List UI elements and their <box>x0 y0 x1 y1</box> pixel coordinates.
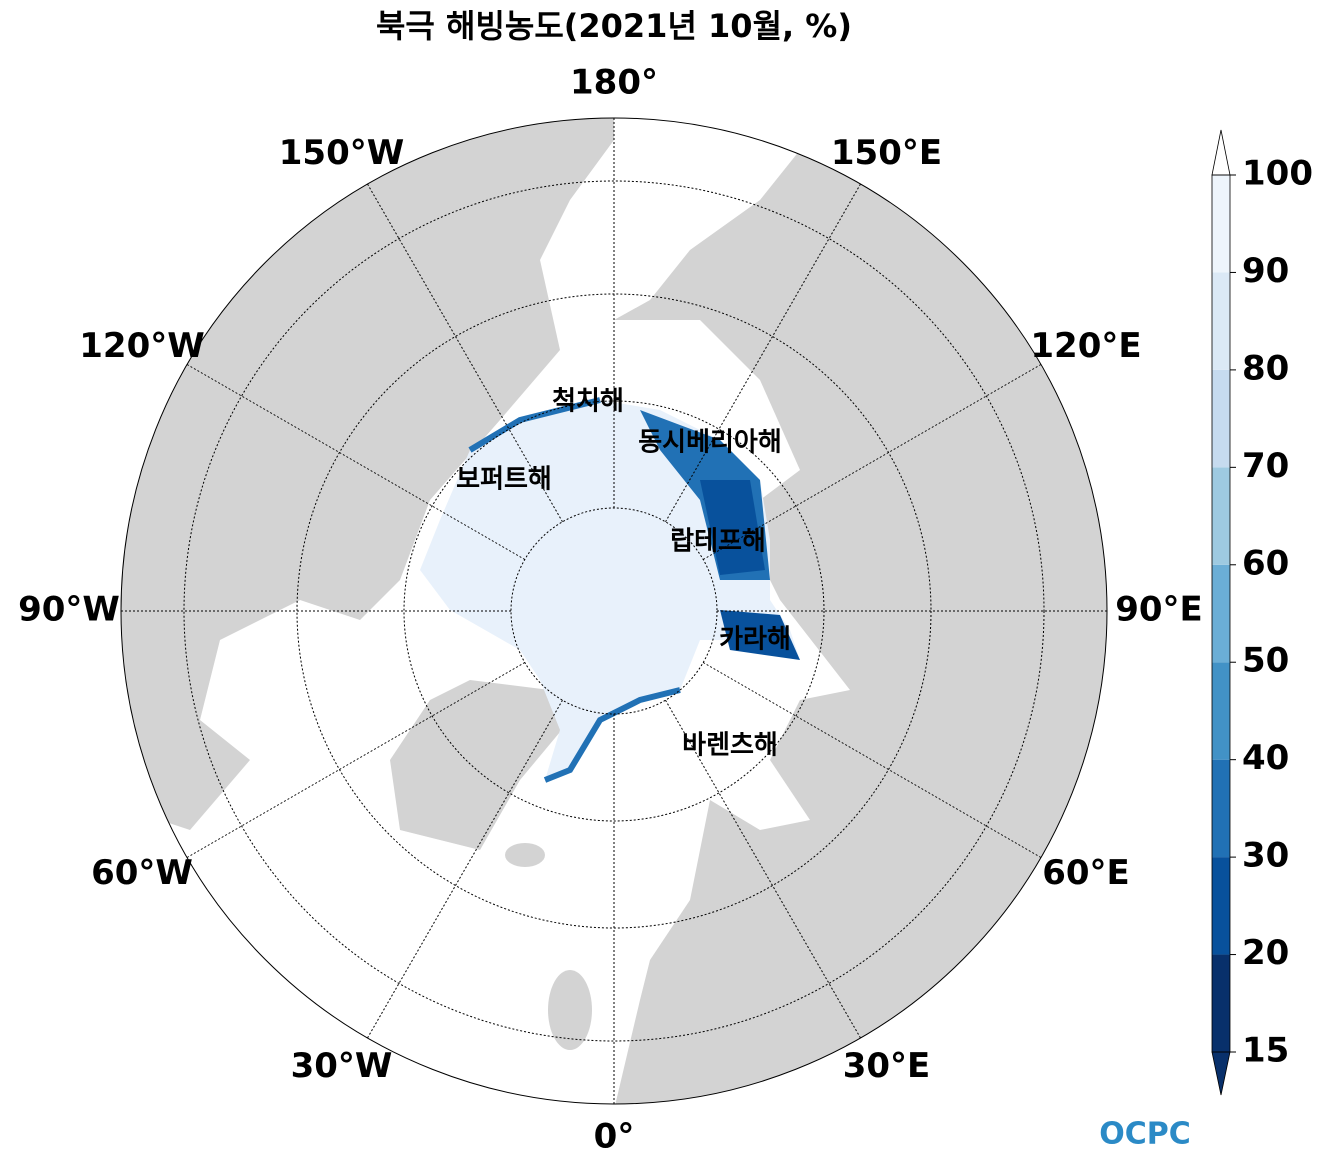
meridian <box>367 699 563 1039</box>
colorbar-segment <box>1212 857 1230 955</box>
sea-label: 랍테프해 <box>670 527 766 557</box>
meridian <box>367 183 563 523</box>
longitude-label: 30°W <box>291 1046 393 1086</box>
longitude-label: 90°W <box>18 590 120 630</box>
longitude-label: 90°E <box>1115 590 1203 630</box>
graticule <box>121 118 1107 1104</box>
colorbar-tick-label: 15 <box>1242 1031 1289 1071</box>
sea-label: 바렌츠해 <box>682 731 778 761</box>
colorbar-tick-label: 60 <box>1242 543 1289 583</box>
map-boundary <box>120 117 1108 1105</box>
sea-label: 척치해 <box>552 387 624 417</box>
land-britain <box>548 970 592 1050</box>
meridian <box>665 183 861 523</box>
colorbar-tick-label: 70 <box>1242 446 1289 486</box>
colorbar-tick-label: 80 <box>1242 348 1289 388</box>
land-iceland <box>505 843 545 867</box>
colorbar-segment <box>1212 175 1230 273</box>
longitude-label: 120°W <box>79 326 204 366</box>
colorbar-segment <box>1212 369 1230 468</box>
colorbar-extend-low <box>1211 1051 1231 1096</box>
colorbar-tick-label: 50 <box>1242 641 1289 681</box>
colorbar-tick-label: 40 <box>1242 738 1289 778</box>
land-greenland <box>390 680 570 850</box>
meridian <box>702 662 1042 858</box>
sea-ice-edge-kara <box>720 610 800 660</box>
meridian <box>186 662 526 858</box>
colorbar-segment <box>1212 954 1230 1052</box>
longitude-label: 150°W <box>279 133 404 173</box>
colorbar-segment <box>1212 564 1230 663</box>
longitude-label: 180° <box>570 63 658 103</box>
colorbar-tick-label: 90 <box>1242 251 1289 291</box>
colorbar-tick-label: 100 <box>1242 154 1313 194</box>
colorbar-segment <box>1212 272 1230 370</box>
colorbar-segment <box>1212 467 1230 565</box>
map-title: 북극 해빙농도(2021년 10월, %) <box>376 7 852 45</box>
longitude-label: 30°E <box>843 1046 931 1086</box>
latitude-circle <box>183 180 1045 1042</box>
sea-ice-edge-barents <box>543 687 681 783</box>
longitude-label: 120°E <box>1030 326 1141 366</box>
meridian <box>186 364 526 560</box>
sea-label: 카라해 <box>719 625 791 655</box>
colorbar-tick-label: 20 <box>1242 933 1289 973</box>
latitude-circle <box>403 400 825 822</box>
logo: OCPC <box>1099 1117 1191 1152</box>
meridian <box>665 699 861 1039</box>
sea-ice-edge-beaufort <box>468 397 601 453</box>
longitude-label: 0° <box>594 1117 635 1157</box>
sea-label: 동시베리아해 <box>638 428 782 458</box>
longitude-labels: 180° 150°E 120°E 90°E 60°E 30°E 0° 30°W 60°W 90°W… <box>18 63 1203 1157</box>
sea-ice-edge-laptev-dark <box>700 480 765 575</box>
longitude-label: 60°W <box>91 853 193 893</box>
colorbar-extend-high <box>1211 129 1231 176</box>
hudson-bay <box>230 615 370 705</box>
sea-label: 보퍼트해 <box>456 465 552 495</box>
colorbar-segment <box>1212 662 1230 760</box>
longitude-label: 150°E <box>831 133 942 173</box>
colorbar-frame <box>1211 174 1231 1053</box>
colorbar: 15 20 30 40 50 60 70 80 90 100 <box>1211 129 1313 1096</box>
colorbar-segment <box>1212 759 1230 858</box>
longitude-label: 60°E <box>1042 853 1130 893</box>
colorbar-tick-label: 30 <box>1242 836 1289 876</box>
meridian <box>702 364 1042 560</box>
map-body <box>121 118 1107 1104</box>
